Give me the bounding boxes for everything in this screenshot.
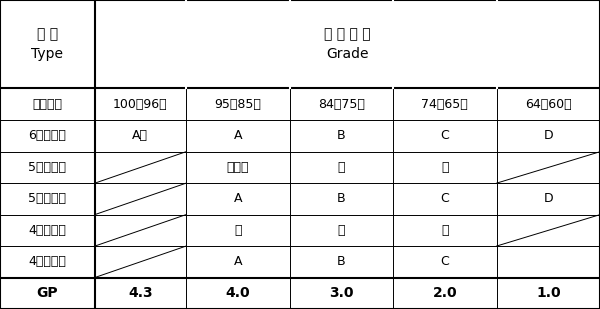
Text: 95～85点: 95～85点 (214, 98, 261, 111)
Text: 区 分
Type: 区 分 Type (31, 27, 64, 61)
Text: 74～65点: 74～65点 (421, 98, 468, 111)
Text: 100～96点: 100～96点 (113, 98, 168, 111)
Text: 4段階評価: 4段階評価 (28, 255, 67, 268)
Text: B: B (337, 129, 346, 142)
Text: 64～60点: 64～60点 (525, 98, 572, 111)
Text: 6段階評価: 6段階評価 (28, 129, 67, 142)
Text: A＋: A＋ (133, 129, 148, 142)
Text: 5段階評価: 5段階評価 (28, 193, 67, 205)
Text: C: C (440, 193, 449, 205)
Text: 4.3: 4.3 (128, 286, 153, 300)
Text: 成 績 評 価
Grade: 成 績 評 価 Grade (324, 27, 371, 61)
Text: 84～75点: 84～75点 (318, 98, 365, 111)
Text: 5段階評価: 5段階評価 (28, 161, 67, 174)
Text: 可: 可 (441, 224, 449, 237)
Text: GP: GP (37, 286, 58, 300)
Text: 4段階評価: 4段階評価 (28, 224, 67, 237)
Text: 1.0: 1.0 (536, 286, 560, 300)
Text: D: D (544, 193, 553, 205)
Text: 優: 優 (234, 224, 241, 237)
Text: 秀・優: 秀・優 (227, 161, 249, 174)
Text: C: C (440, 129, 449, 142)
Text: 3.0: 3.0 (329, 286, 353, 300)
Text: 良: 良 (337, 161, 345, 174)
Text: 2.0: 2.0 (433, 286, 457, 300)
Text: 良: 良 (337, 224, 345, 237)
Text: 素点評価: 素点評価 (32, 98, 62, 111)
Text: 4.0: 4.0 (226, 286, 250, 300)
Text: B: B (337, 193, 346, 205)
Text: 可: 可 (441, 161, 449, 174)
Text: A: A (233, 255, 242, 268)
Text: A: A (233, 129, 242, 142)
Text: C: C (440, 255, 449, 268)
Text: D: D (544, 129, 553, 142)
Text: A: A (233, 193, 242, 205)
Text: B: B (337, 255, 346, 268)
